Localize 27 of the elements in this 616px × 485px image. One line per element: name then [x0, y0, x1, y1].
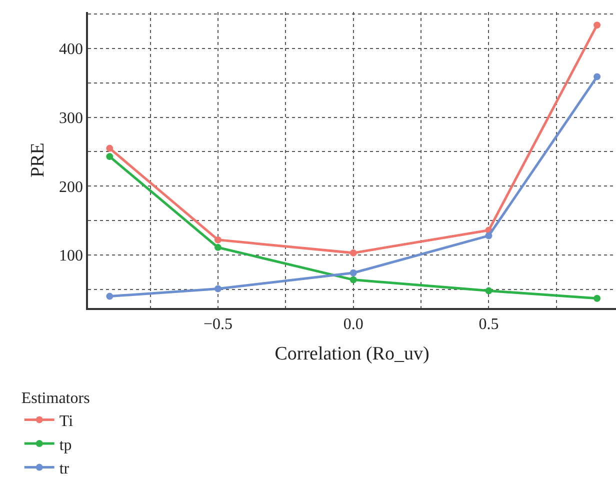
x-axis-title: Correlation (Ro_uv) [274, 343, 430, 364]
x-tick-label: −0.5 [203, 316, 232, 333]
point [214, 244, 222, 251]
point [594, 73, 601, 80]
y-tick-label: 400 [59, 41, 84, 58]
point [106, 292, 114, 300]
y-tick-label: 300 [59, 110, 84, 127]
point [594, 22, 601, 29]
legend-title: Estimators [21, 390, 90, 407]
y-tick-label: 100 [59, 248, 84, 265]
point [214, 285, 222, 292]
y-axis-title: PRE [27, 142, 48, 178]
point [485, 287, 492, 294]
x-tick-label: 0.5 [478, 316, 499, 333]
point [350, 269, 357, 276]
y-tick-label: 200 [59, 178, 84, 196]
point [485, 232, 492, 240]
legend-label: tr [59, 460, 70, 478]
point [106, 153, 114, 160]
point [350, 276, 357, 284]
point [594, 294, 601, 302]
point [350, 249, 357, 256]
legend-label: Ti [59, 412, 74, 430]
x-tick-label: 0.0 [343, 316, 364, 333]
legend-label: tp [59, 436, 72, 454]
point [214, 236, 222, 244]
point [106, 144, 114, 152]
